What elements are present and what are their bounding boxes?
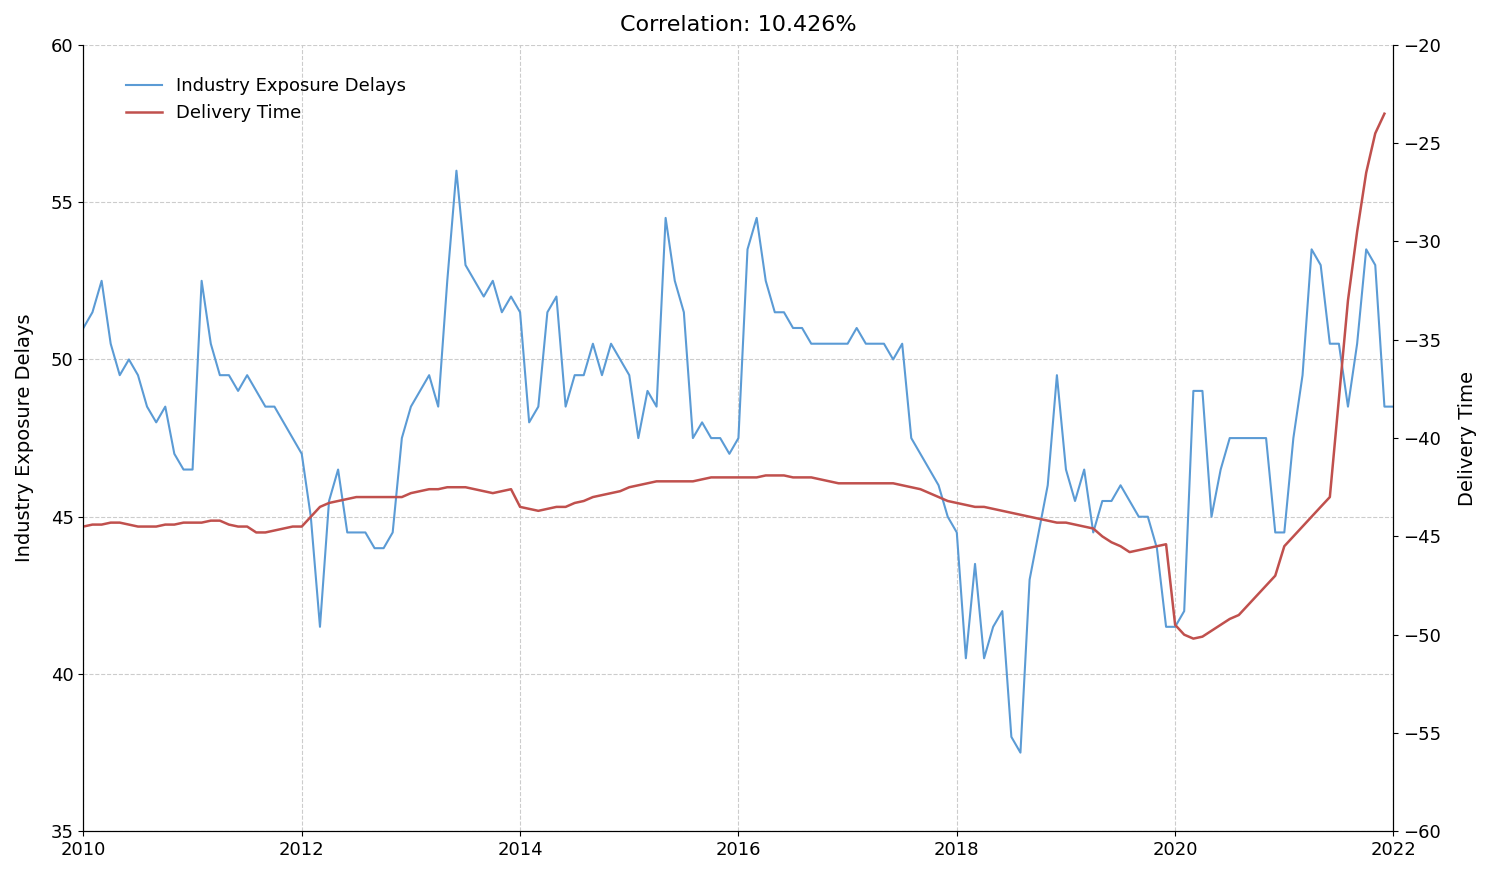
Delivery Time xyxy=(1376,108,1394,119)
Delivery Time xyxy=(1003,508,1021,518)
Line: Industry Exposure Delays: Industry Exposure Delays xyxy=(84,170,1394,753)
Industry Exposure Delays xyxy=(75,323,93,333)
Industry Exposure Delays xyxy=(1311,260,1329,270)
Industry Exposure Delays xyxy=(1012,747,1029,758)
Delivery Time xyxy=(75,521,93,531)
Industry Exposure Delays xyxy=(839,338,856,349)
Delivery Time xyxy=(1120,547,1138,558)
Industry Exposure Delays xyxy=(139,401,157,412)
Industry Exposure Delays xyxy=(1085,527,1103,538)
Title: Correlation: 10.426%: Correlation: 10.426% xyxy=(621,15,856,35)
Industry Exposure Delays xyxy=(84,307,101,317)
Delivery Time xyxy=(166,519,184,530)
Legend: Industry Exposure Delays, Delivery Time: Industry Exposure Delays, Delivery Time xyxy=(119,70,413,129)
Delivery Time xyxy=(1138,543,1156,553)
Industry Exposure Delays xyxy=(1385,401,1402,412)
Line: Delivery Time: Delivery Time xyxy=(84,114,1385,639)
Y-axis label: Industry Exposure Delays: Industry Exposure Delays xyxy=(15,314,34,562)
Delivery Time xyxy=(1185,634,1203,644)
Industry Exposure Delays xyxy=(448,165,466,176)
Industry Exposure Delays xyxy=(1120,496,1138,506)
Delivery Time xyxy=(474,486,492,496)
Delivery Time xyxy=(266,525,283,536)
Y-axis label: Delivery Time: Delivery Time xyxy=(1458,371,1477,505)
